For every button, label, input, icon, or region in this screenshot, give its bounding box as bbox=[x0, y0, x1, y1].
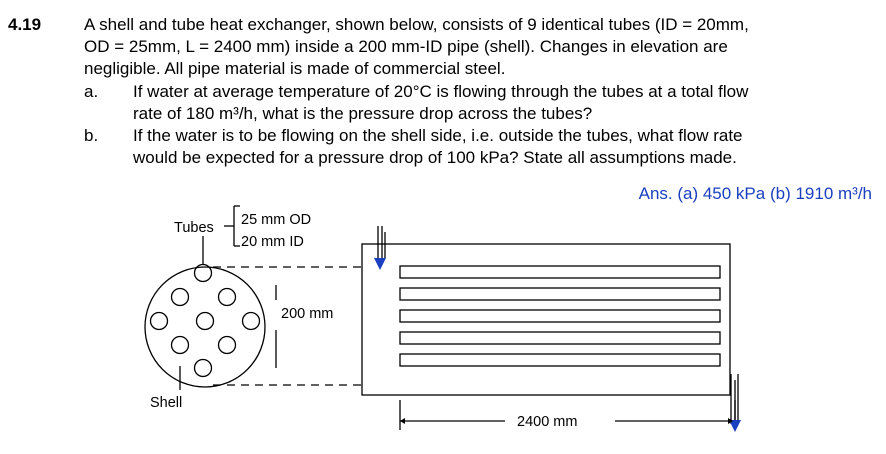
flow-arrows bbox=[377, 226, 739, 424]
text-line: If the water is to be flowing on the she… bbox=[133, 126, 743, 145]
text-line: If water at average temperature of 20°C … bbox=[133, 82, 749, 101]
side-view bbox=[361, 243, 736, 430]
arrow-head bbox=[400, 418, 405, 424]
tubes-label: Tubes bbox=[174, 220, 214, 236]
arrow-head bbox=[374, 258, 386, 270]
text-line: A shell and tube heat exchanger, shown b… bbox=[84, 15, 749, 34]
text-line: negligible. All pipe material is made of… bbox=[84, 59, 505, 78]
dashed-guides bbox=[213, 266, 362, 386]
text-line: rate of 180 m³/h, what is the pressure d… bbox=[133, 104, 592, 123]
arrow-head bbox=[728, 418, 733, 424]
length-label: 2400 mm bbox=[517, 414, 577, 430]
part-label: a. bbox=[84, 82, 98, 101]
problem-number: 4.19 bbox=[8, 15, 41, 34]
part-label: b. bbox=[84, 126, 98, 145]
text-line: would be expected for a pressure drop of… bbox=[132, 148, 737, 167]
cross-section bbox=[144, 205, 277, 390]
shell-label: Shell bbox=[150, 395, 182, 411]
answer: Ans. (a) 450 kPa (b) 1910 m³/h bbox=[639, 184, 872, 203]
diameter-label: 200 mm bbox=[281, 306, 333, 322]
text-line: OD = 25mm, L = 2400 mm) inside a 200 mm-… bbox=[84, 37, 728, 56]
id-label: 20 mm ID bbox=[241, 234, 304, 250]
od-label: 25 mm OD bbox=[241, 212, 311, 228]
arrow-head bbox=[729, 420, 741, 432]
